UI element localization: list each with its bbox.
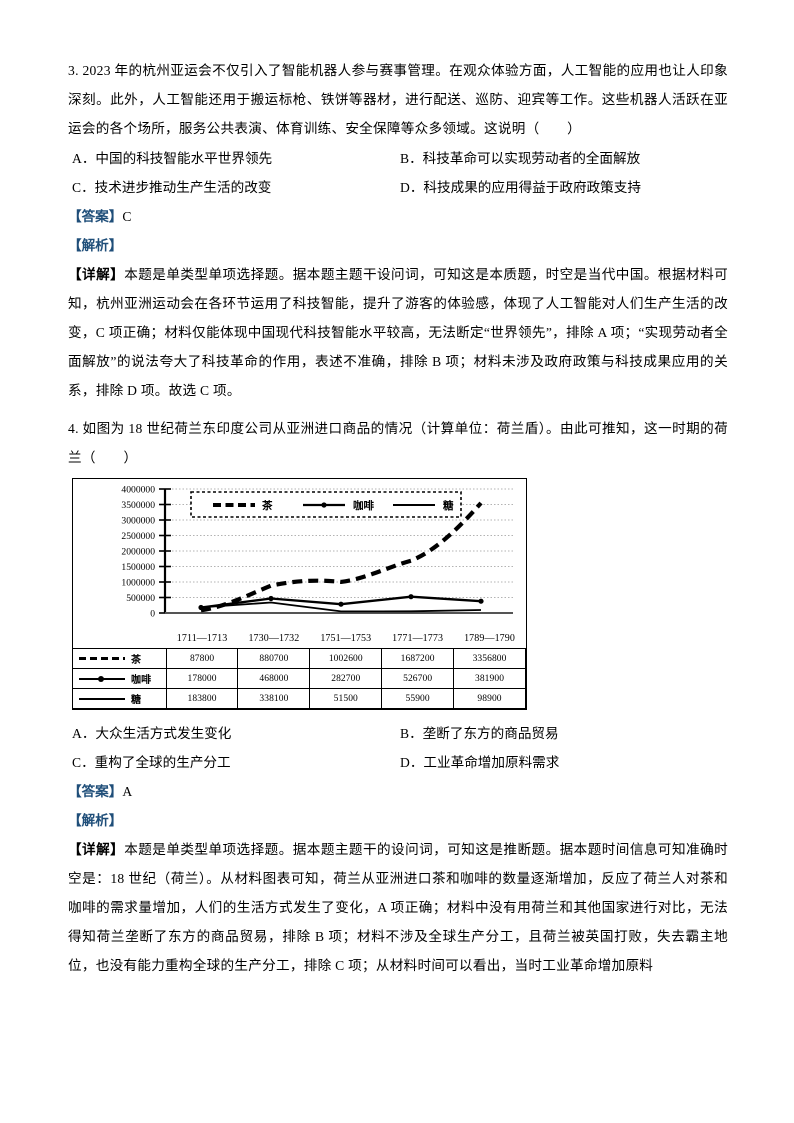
coffee-value-3: 282700 (309, 668, 383, 689)
series-sugar-line (200, 601, 482, 613)
legend-label-tea: 茶 (261, 499, 273, 512)
question-3-stem: 3. 2023 年的杭州亚运会不仅引入了智能机器人参与赛事管理。在观众体验方面，… (68, 63, 728, 136)
tea-value-1: 87800 (165, 648, 239, 669)
ytick-2000000: 2000000 (121, 547, 155, 558)
ytick-500000: 500000 (126, 593, 155, 604)
question-3-detail-text: 本题是单类型单项选择题。据本题主题干设问词，可知这是本质题，时空是当代中国。根据… (68, 267, 728, 398)
period-1730-1732: 1730—1732 (237, 629, 310, 649)
question-4-options-row-2: C．重构了全球的生产分工 D．工业革命增加原料需求 (68, 748, 728, 777)
chart-y-tick-labels: 4000000 3500000 3000000 2500000 2000000 … (121, 485, 155, 620)
figure-wrapper: 4000000 3500000 3000000 2500000 2000000 … (72, 478, 728, 710)
series-coffee-markers (198, 594, 484, 611)
sugar-value-3: 51500 (309, 688, 383, 709)
sugar-line-swatch-icon (79, 695, 125, 703)
question-3-answer-line: 【答案】C (68, 202, 728, 231)
coffee-value-1: 178000 (165, 668, 239, 689)
row-label-sugar: 糖 (73, 688, 167, 709)
sugar-value-1: 183800 (165, 688, 239, 709)
question-4-answer-value: A (122, 784, 133, 799)
detail-tag: 【详解】 (68, 842, 125, 857)
answer-tag: 【答案】 (68, 784, 123, 799)
sugar-value-2: 338100 (237, 688, 311, 709)
table-header-row: 1711—1713 1730—1732 1751—1753 1771—1773 … (73, 629, 526, 649)
ytick-1500000: 1500000 (121, 562, 155, 573)
import-goods-table: 1711—1713 1730—1732 1751—1753 1771—1773 … (73, 629, 526, 709)
question-3-analysis-line: 【解析】 (68, 231, 728, 260)
row-label-tea: 茶 (73, 648, 167, 669)
sugar-label: 糖 (131, 695, 142, 706)
question-3-detail-paragraph: 【详解】本题是单类型单项选择题。据本题主题干设问词，可知这是本质题，时空是当代中… (68, 260, 728, 405)
tea-value-5: 3356800 (453, 648, 526, 669)
coffee-value-4: 526700 (381, 668, 455, 689)
table-corner-cell (73, 629, 166, 649)
detail-tag: 【详解】 (68, 267, 125, 282)
ytick-1000000: 1000000 (121, 578, 155, 589)
question-4-option-c[interactable]: C．重构了全球的生产分工 (72, 755, 231, 770)
sugar-value-5: 98900 (453, 688, 526, 709)
ytick-2500000: 2500000 (121, 531, 155, 542)
ytick-3000000: 3000000 (121, 516, 155, 527)
question-3-option-a[interactable]: A．中国的科技智能水平世界领先 (72, 151, 273, 166)
question-4-answer-line: 【答案】A (68, 777, 728, 806)
question-3-option-b[interactable]: B．科技革命可以实现劳动者的全面解放 (400, 151, 641, 166)
page-content: 3. 2023 年的杭州亚运会不仅引入了智能机器人参与赛事管理。在观众体验方面，… (68, 56, 728, 980)
tea-value-2: 880700 (237, 648, 311, 669)
question-4-stem: 4. 如图为 18 世纪荷兰东印度公司从亚洲进口商品的情况（计算单位：荷兰盾）。… (68, 421, 728, 465)
series-tea-line (200, 501, 483, 613)
ytick-0: 0 (150, 609, 155, 620)
answer-tag: 【答案】 (68, 209, 123, 224)
question-4-detail-paragraph: 【详解】本题是单类型单项选择题。据本题主题干的设问词，可知这是推断题。据本题时间… (68, 835, 728, 980)
table-row-sugar: 糖 183800 338100 51500 55900 98900 (73, 688, 526, 709)
question-3-option-c[interactable]: C．技术进步推动生产生活的改变 (72, 180, 272, 195)
question-4-option-b[interactable]: B．垄断了东方的商品贸易 (400, 726, 559, 741)
analysis-tag: 【解析】 (68, 238, 123, 253)
legend-label-sugar: 糖 (443, 499, 454, 512)
legend-marker-coffee (321, 502, 327, 508)
period-1771-1773: 1771—1773 (381, 629, 454, 649)
question-3-options-row-1: A．中国的科技智能水平世界领先 B．科技革命可以实现劳动者的全面解放 (68, 144, 728, 173)
question-3-options-row-2: C．技术进步推动生产生活的改变 D．科技成果的应用得益于政府政策支持 (68, 173, 728, 202)
coffee-value-2: 468000 (237, 668, 311, 689)
period-1789-1790: 1789—1790 (453, 629, 526, 649)
period-1751-1753: 1751—1753 (309, 629, 382, 649)
question-3-option-d[interactable]: D．科技成果的应用得益于政府政策支持 (400, 180, 641, 195)
period-1711-1713: 1711—1713 (166, 629, 238, 649)
table-row-tea: 茶 87800 880700 1002600 1687200 3356800 (73, 648, 526, 669)
question-4-detail-text: 本题是单类型单项选择题。据本题主题干的设问词，可知这是推断题。据本题时间信息可知… (68, 842, 728, 973)
row-label-coffee: 咖啡 (73, 668, 167, 689)
coffee-value-5: 381900 (453, 668, 526, 689)
question-4-option-a[interactable]: A．大众生活方式发生变化 (72, 726, 232, 741)
analysis-tag: 【解析】 (68, 813, 123, 828)
import-goods-figure: 4000000 3500000 3000000 2500000 2000000 … (72, 478, 527, 710)
tea-value-3: 1002600 (309, 648, 383, 669)
ytick-4000000: 4000000 (121, 485, 155, 496)
question-4-analysis-line: 【解析】 (68, 806, 728, 835)
coffee-line-swatch-icon (79, 675, 125, 683)
chart-legend: 茶 咖啡 糖 (190, 491, 462, 518)
line-chart: 4000000 3500000 3000000 2500000 2000000 … (73, 479, 526, 629)
question-3-answer-value: C (122, 209, 132, 224)
question-4-options-row-1: A．大众生活方式发生变化 B．垄断了东方的商品贸易 (68, 719, 728, 748)
ytick-3500000: 3500000 (121, 500, 155, 511)
chart-y-axis (159, 488, 171, 614)
tea-value-4: 1687200 (381, 648, 455, 669)
sugar-value-4: 55900 (381, 688, 455, 709)
tea-line-swatch-icon (79, 655, 125, 663)
legend-label-coffee: 咖啡 (353, 499, 374, 512)
tea-label: 茶 (131, 655, 142, 666)
question-4-option-d[interactable]: D．工业革命增加原料需求 (400, 755, 560, 770)
table-row-coffee: 咖啡 178000 468000 282700 526700 381900 (73, 668, 526, 689)
coffee-label: 咖啡 (131, 675, 152, 686)
